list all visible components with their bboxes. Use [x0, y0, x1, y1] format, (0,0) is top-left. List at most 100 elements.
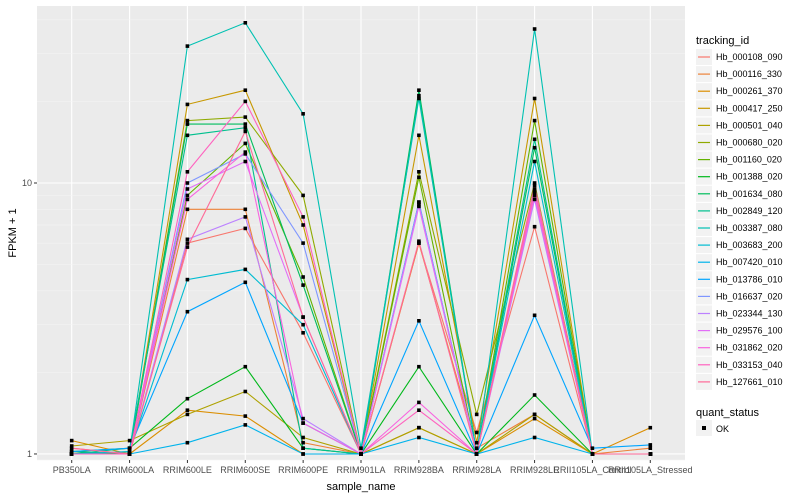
data-point: [301, 112, 305, 116]
data-point: [301, 223, 305, 227]
data-point: [417, 400, 421, 405]
data-point: [532, 193, 537, 198]
data-point: [417, 170, 421, 174]
data-point: [417, 200, 421, 204]
legend-label: Hb_127661_010: [716, 377, 783, 387]
legend-item: Hb_031862_020: [696, 339, 783, 356]
legend-label: Hb_001160_020: [716, 155, 782, 165]
legend-item: Hb_000116_330: [696, 66, 782, 83]
legend-label: Hb_031862_020: [716, 343, 783, 353]
data-point: [127, 452, 132, 456]
data-point: [301, 452, 305, 456]
data-point: [359, 452, 363, 456]
data-point: [243, 141, 248, 146]
x-tick-label: RRIM600SE: [220, 465, 270, 475]
data-point: [532, 197, 537, 202]
data-point: [532, 118, 537, 123]
data-point: [127, 438, 132, 443]
data-point: [417, 435, 421, 440]
data-point: [243, 150, 248, 154]
legend-item: Hb_000680_020: [696, 134, 783, 151]
data-point: [474, 440, 479, 445]
x-tick-label: RRIM600LA: [105, 465, 154, 475]
legend-item: Hb_013786_010: [696, 271, 783, 288]
data-point: [417, 425, 421, 430]
data-point: [69, 452, 74, 456]
y-axis-title: FPKM + 1: [7, 208, 19, 257]
data-point: [243, 115, 248, 119]
data-point: [532, 412, 537, 417]
data-point: [417, 319, 421, 323]
data-point: [185, 187, 190, 191]
data-point: [532, 27, 537, 31]
data-point: [243, 125, 248, 130]
legend-item: Hb_003683_200: [696, 237, 783, 254]
legend-label: Hb_029576_100: [716, 326, 783, 336]
data-point: [243, 364, 248, 369]
y-tick-label: 1: [27, 449, 32, 459]
data-point: [301, 435, 305, 440]
data-point: [532, 181, 537, 185]
data-point: [417, 93, 421, 98]
legend-item: Hb_033153_040: [696, 356, 783, 373]
data-point: [301, 315, 305, 319]
legend-item: Hb_007420_010: [696, 254, 783, 271]
data-point: [532, 435, 537, 440]
data-point: [301, 446, 305, 450]
data-point: [301, 215, 305, 219]
data-point: [185, 408, 190, 412]
data-point: [417, 88, 421, 92]
data-point: [417, 408, 421, 412]
data-point: [127, 449, 132, 454]
data-point: [648, 425, 653, 430]
x-tick-label: RRIM600PE: [278, 465, 328, 475]
data-point: [590, 452, 595, 456]
data-point: [474, 452, 479, 456]
data-point: [185, 181, 190, 185]
data-point: [243, 267, 248, 272]
data-point: [69, 438, 74, 443]
data-point: [243, 389, 248, 394]
data-point: [301, 421, 305, 425]
legend-shape-item: OK: [696, 420, 729, 436]
legend-color-title: tracking_id: [696, 35, 749, 47]
data-point: [243, 99, 248, 104]
data-point: [532, 183, 537, 188]
legend-item: Hb_000261_370: [696, 83, 783, 100]
data-point: [590, 446, 595, 450]
legend-label: Hb_007420_010: [716, 257, 783, 267]
data-point: [417, 175, 421, 180]
x-axis-title: sample_name: [326, 481, 395, 493]
data-point: [185, 241, 190, 245]
legend-shape-label: OK: [716, 424, 729, 434]
data-point: [185, 396, 190, 401]
legend-item: Hb_000501_040: [696, 117, 783, 134]
data-point: [69, 449, 74, 454]
x-tick-label: RRII105LA_Stressed: [608, 465, 693, 475]
legend-item: Hb_001388_020: [696, 168, 783, 185]
data-point: [243, 226, 248, 231]
data-point: [301, 416, 305, 421]
legend-label: Hb_000116_330: [716, 69, 782, 79]
data-point: [185, 118, 190, 123]
data-point: [185, 170, 190, 174]
data-point: [243, 207, 248, 212]
grid-lines: [37, 6, 685, 461]
legend-item: Hb_002849_120: [696, 202, 783, 219]
data-point: [532, 159, 537, 164]
legend-item: Hb_016637_020: [696, 288, 783, 305]
x-tick-label: RRIM928BA: [394, 465, 444, 475]
data-point: [185, 44, 190, 48]
legend-item: Hb_000108_090: [696, 49, 783, 65]
data-point: [532, 137, 537, 142]
data-point: [69, 446, 74, 450]
legend-item: Hb_003387_080: [696, 220, 783, 236]
data-point: [417, 239, 421, 243]
data-point: [417, 241, 421, 245]
data-point: [243, 21, 248, 25]
legend-label: Hb_001388_020: [716, 172, 783, 182]
x-tick-label: RRII105LA_Control: [553, 465, 631, 475]
data-point: [185, 412, 190, 417]
data-point: [474, 446, 479, 450]
x-tick-label: RRIM901LA: [336, 465, 385, 475]
